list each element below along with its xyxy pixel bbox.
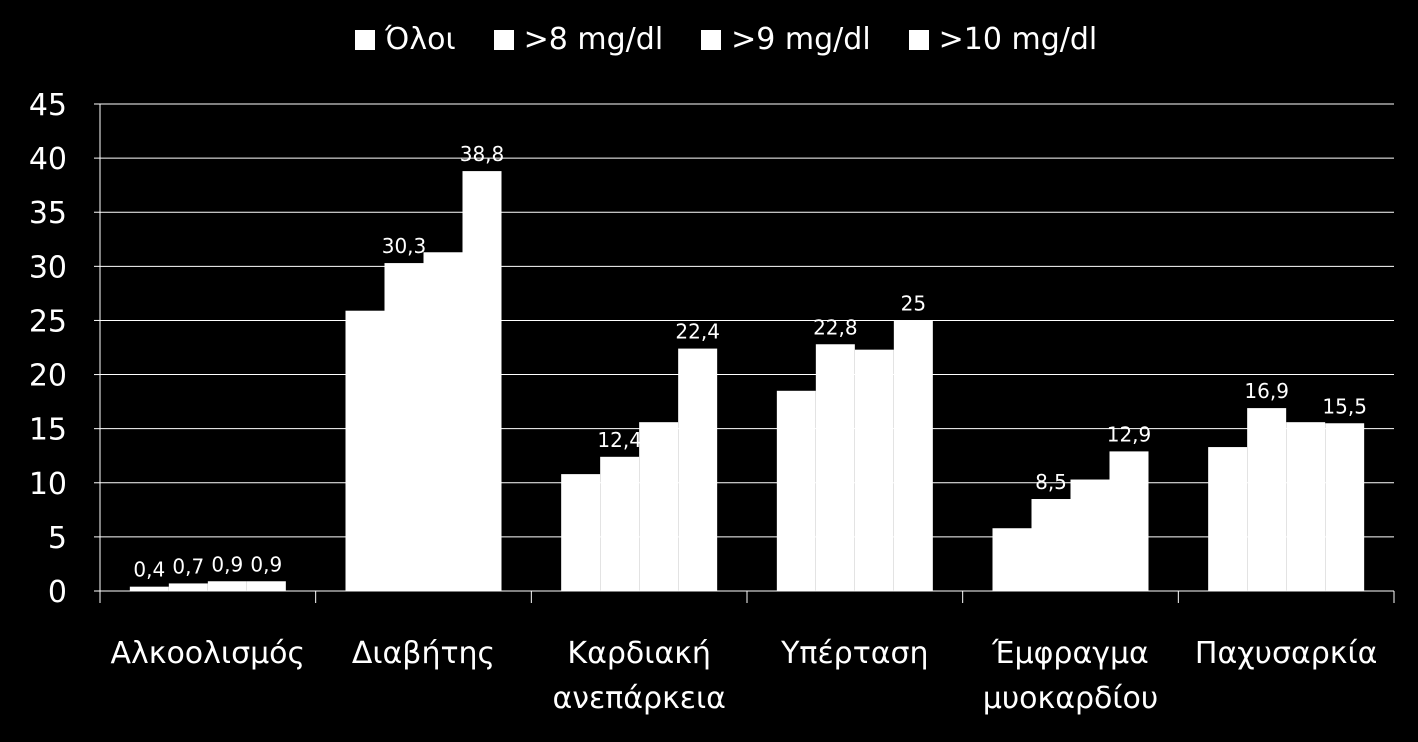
bar [345,310,385,591]
bar [992,528,1032,591]
bar [462,171,502,591]
data-label: 0,4 [133,558,165,582]
legend-swatch [355,29,375,50]
bar [1031,499,1071,591]
x-tick-label: Έμφραγμα [991,636,1149,671]
y-tick-label: 0 [48,575,67,610]
bar [1208,447,1248,591]
bar [678,348,718,591]
data-label: 25 [901,291,926,315]
x-tick-label: Αλκοολισμός [111,636,306,671]
y-tick-label: 30 [29,250,67,285]
legend-label: >9 mg/dl [731,22,871,57]
bar [639,422,679,591]
data-label: 8,5 [1035,470,1067,494]
y-tick-label: 5 [48,521,67,556]
x-tick-label: μυοκαρδίου [983,681,1159,716]
bar [854,349,894,591]
bar [384,263,424,591]
bar [1070,479,1110,591]
bar [129,586,169,591]
legend-label: Όλοι [385,22,456,57]
bar [600,456,640,591]
y-tick-label: 10 [29,467,67,502]
legend-swatch [908,29,929,50]
legend-item-all: Όλοι [355,22,456,57]
data-label: 0,9 [211,552,243,576]
legend-item-gt8: >8 mg/dl [493,22,664,57]
y-tick-label: 45 [29,88,67,123]
data-label: 12,4 [597,428,642,452]
bar [246,581,286,591]
data-label: 16,9 [1244,379,1289,403]
legend-label: >8 mg/dl [523,22,664,57]
data-label: 12,9 [1107,422,1152,446]
bar [168,583,208,591]
y-tick-label: 15 [29,413,67,448]
bar [207,581,247,591]
bar [1286,422,1326,591]
legend: Όλοι >8 mg/dl >9 mg/dl >10 mg/dl [355,22,1135,57]
legend-label: >10 mg/dl [938,22,1098,57]
data-label: 0,9 [250,552,282,576]
legend-swatch [701,29,722,50]
legend-swatch [493,29,514,50]
y-tick-label: 20 [29,359,67,394]
bar [1247,408,1287,591]
bar [1109,451,1149,591]
y-tick-label: 25 [29,304,67,339]
bar [776,390,816,591]
bar [893,320,933,591]
data-label: 38,8 [460,142,505,166]
x-tick-label: ανεπάρκεια [552,681,725,716]
bar [561,474,601,591]
bar [815,344,855,591]
legend-item-gt10: >10 mg/dl [908,22,1098,57]
x-tick-label: Διαβήτης [352,636,495,671]
data-label: 22,8 [813,315,858,339]
y-tick-label: 40 [29,142,67,177]
bar [1325,423,1365,591]
legend-item-gt9: >9 mg/dl [701,22,871,57]
data-label: 15,5 [1322,394,1367,418]
bar [423,252,463,591]
x-tick-label: Υπέρταση [780,636,929,671]
y-tick-label: 35 [29,196,67,231]
data-label: 0,7 [172,554,204,578]
x-tick-label: Καρδιακή [567,636,710,671]
data-label: 22,4 [675,320,720,344]
data-label: 30,3 [382,234,427,258]
x-tick-label: Παχυσαρκία [1195,636,1377,671]
